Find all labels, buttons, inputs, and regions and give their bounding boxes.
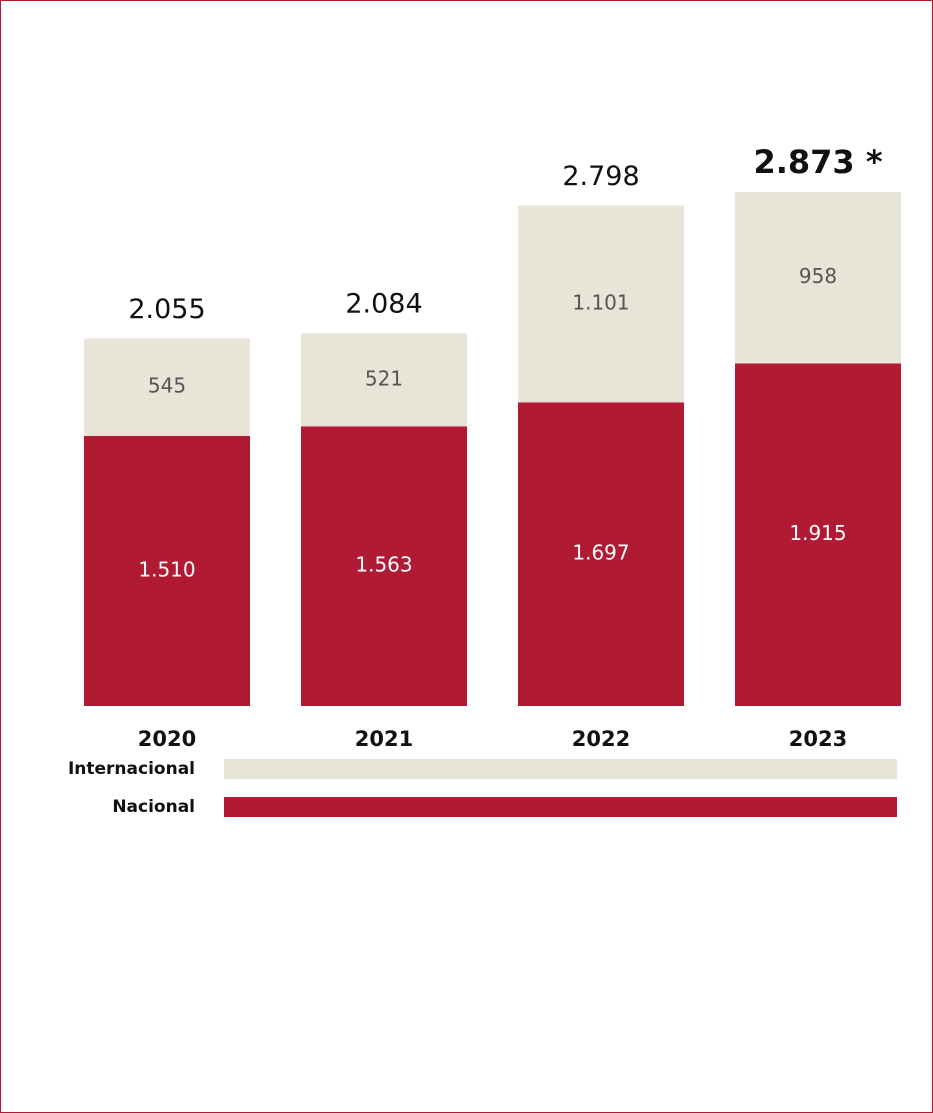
bar-segment xyxy=(518,402,684,706)
value-label: 958 xyxy=(799,264,837,288)
x-tick-label: 2022 xyxy=(572,727,630,751)
value-label: 1.915 xyxy=(789,521,846,545)
legend-label: Internacional xyxy=(68,759,195,779)
bar-segment xyxy=(518,205,684,403)
total-label: 2.055 xyxy=(128,294,205,325)
value-label: 545 xyxy=(148,374,186,398)
bar-segment xyxy=(84,338,250,436)
bar-segment xyxy=(735,192,901,364)
legend-label: Nacional xyxy=(112,797,195,817)
total-label: 2.873 * xyxy=(753,143,882,181)
bar-segment xyxy=(84,435,250,706)
bar-segment xyxy=(301,333,467,427)
value-label: 1.510 xyxy=(138,557,195,581)
value-label: 1.101 xyxy=(572,290,629,314)
total-label: 2.084 xyxy=(345,289,422,320)
x-tick-label: 2023 xyxy=(789,727,847,751)
bar-segment xyxy=(735,363,901,706)
x-tick-label: 2020 xyxy=(138,727,196,751)
x-tick-label: 2021 xyxy=(355,727,413,751)
bar-segment xyxy=(301,426,467,706)
value-label: 521 xyxy=(365,366,403,390)
legend-swatch xyxy=(224,759,897,779)
legend-swatch xyxy=(224,797,897,817)
value-label: 1.563 xyxy=(355,553,412,577)
total-label: 2.798 xyxy=(562,161,639,192)
value-label: 1.697 xyxy=(572,541,629,565)
